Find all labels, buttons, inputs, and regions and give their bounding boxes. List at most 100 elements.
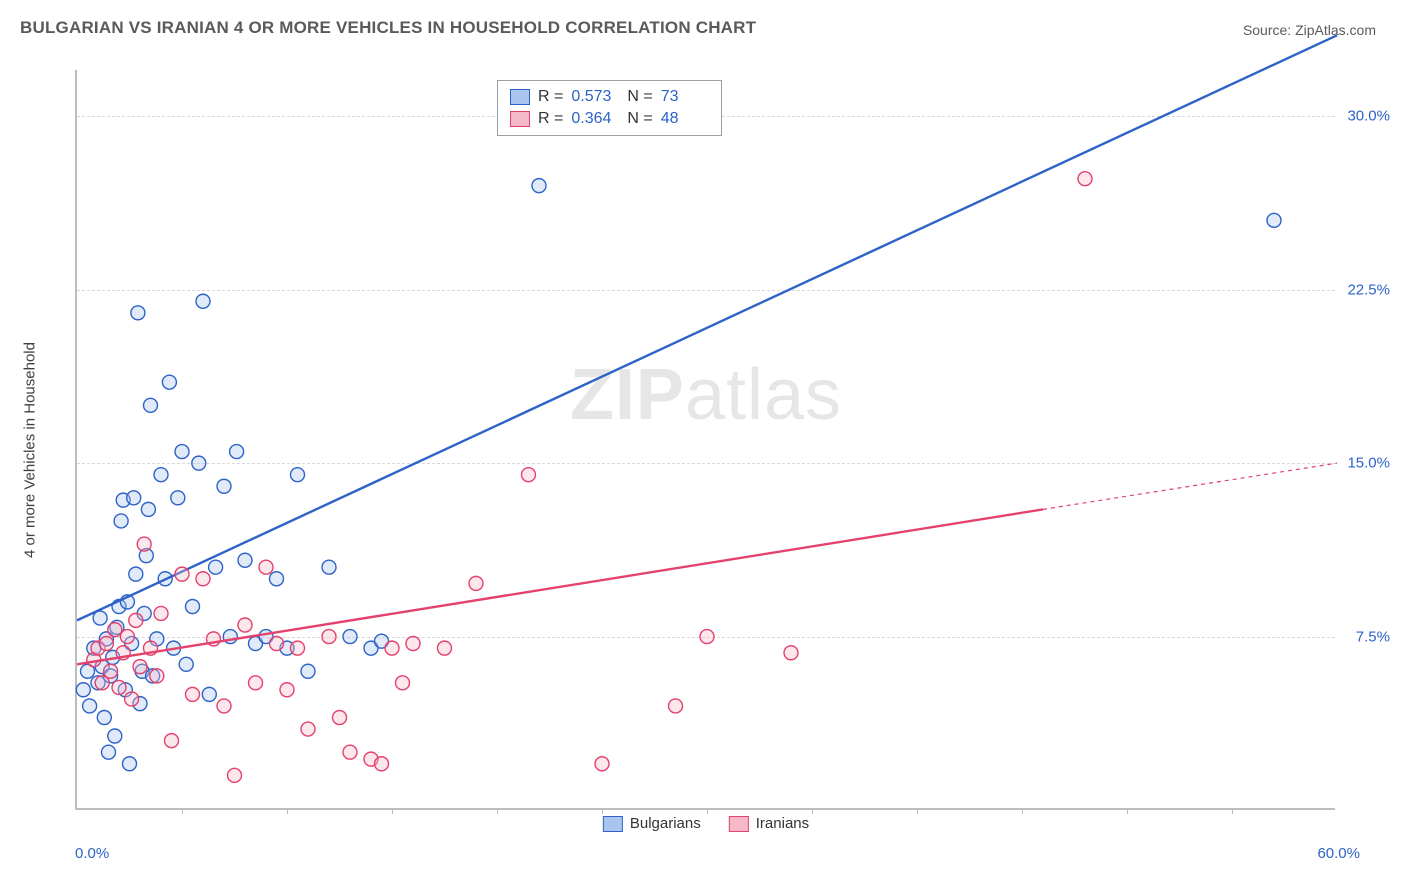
data-point bbox=[76, 683, 90, 697]
data-point bbox=[129, 613, 143, 627]
data-point bbox=[108, 623, 122, 637]
x-axis-start: 0.0% bbox=[75, 845, 109, 862]
series-legend: Bulgarians Iranians bbox=[603, 815, 809, 832]
correlation-chart: 4 or more Vehicles in Household ZIPatlas… bbox=[50, 60, 1370, 840]
data-point bbox=[396, 676, 410, 690]
trend-line-extrapolated bbox=[1043, 463, 1337, 509]
data-point bbox=[196, 572, 210, 586]
data-point bbox=[99, 637, 113, 651]
data-point bbox=[375, 757, 389, 771]
data-point bbox=[230, 445, 244, 459]
data-point bbox=[322, 560, 336, 574]
data-point bbox=[150, 669, 164, 683]
data-point bbox=[83, 699, 97, 713]
data-point bbox=[154, 606, 168, 620]
n-value-iranians: 48 bbox=[661, 110, 709, 128]
scatter-svg bbox=[77, 70, 1335, 808]
data-point bbox=[469, 576, 483, 590]
data-point bbox=[154, 468, 168, 482]
data-point bbox=[186, 687, 200, 701]
data-point bbox=[438, 641, 452, 655]
r-value-bulgarians: 0.573 bbox=[571, 88, 619, 106]
legend-item-iranians: Iranians bbox=[729, 815, 809, 832]
data-point bbox=[333, 711, 347, 725]
data-point bbox=[322, 630, 336, 644]
data-point bbox=[259, 560, 273, 574]
x-axis-end: 60.0% bbox=[1317, 845, 1360, 862]
x-tick bbox=[812, 808, 813, 814]
data-point bbox=[385, 641, 399, 655]
data-point bbox=[595, 757, 609, 771]
swatch-bulgarians bbox=[603, 816, 623, 832]
swatch-bulgarians bbox=[510, 89, 530, 105]
page-title: BULGARIAN VS IRANIAN 4 OR MORE VEHICLES … bbox=[20, 18, 756, 38]
x-tick bbox=[707, 808, 708, 814]
data-point bbox=[249, 676, 263, 690]
x-tick bbox=[917, 808, 918, 814]
data-point bbox=[669, 699, 683, 713]
data-point bbox=[141, 502, 155, 516]
x-tick bbox=[1022, 808, 1023, 814]
data-point bbox=[700, 630, 714, 644]
data-point bbox=[270, 637, 284, 651]
data-point bbox=[186, 600, 200, 614]
data-point bbox=[228, 768, 242, 782]
data-point bbox=[175, 445, 189, 459]
data-point bbox=[144, 398, 158, 412]
data-point bbox=[522, 468, 536, 482]
legend-row-iranians: R = 0.364 N = 48 bbox=[510, 108, 709, 130]
data-point bbox=[270, 572, 284, 586]
data-point bbox=[114, 514, 128, 528]
legend-label: Iranians bbox=[756, 815, 809, 832]
y-axis-label: 4 or more Vehicles in Household bbox=[22, 342, 39, 558]
data-point bbox=[120, 630, 134, 644]
data-point bbox=[343, 630, 357, 644]
data-point bbox=[123, 757, 137, 771]
y-tick-label: 15.0% bbox=[1347, 455, 1390, 472]
data-point bbox=[291, 468, 305, 482]
x-tick bbox=[1232, 808, 1233, 814]
data-point bbox=[133, 660, 147, 674]
x-tick bbox=[392, 808, 393, 814]
source-label: Source: ZipAtlas.com bbox=[1243, 22, 1376, 38]
data-point bbox=[125, 692, 139, 706]
data-point bbox=[784, 646, 798, 660]
data-point bbox=[165, 734, 179, 748]
data-point bbox=[192, 456, 206, 470]
legend-row-bulgarians: R = 0.573 N = 73 bbox=[510, 86, 709, 108]
data-point bbox=[202, 687, 216, 701]
data-point bbox=[129, 567, 143, 581]
x-tick bbox=[602, 808, 603, 814]
data-point bbox=[137, 537, 151, 551]
trend-line bbox=[77, 509, 1043, 664]
data-point bbox=[343, 745, 357, 759]
data-point bbox=[217, 479, 231, 493]
data-point bbox=[131, 306, 145, 320]
legend-item-bulgarians: Bulgarians bbox=[603, 815, 701, 832]
data-point bbox=[291, 641, 305, 655]
data-point bbox=[196, 294, 210, 308]
data-point bbox=[532, 179, 546, 193]
r-value-iranians: 0.364 bbox=[571, 110, 619, 128]
data-point bbox=[179, 657, 193, 671]
data-point bbox=[108, 729, 122, 743]
y-tick-label: 7.5% bbox=[1356, 628, 1390, 645]
swatch-iranians bbox=[729, 816, 749, 832]
data-point bbox=[301, 664, 315, 678]
data-point bbox=[1267, 213, 1281, 227]
data-point bbox=[171, 491, 185, 505]
data-point bbox=[104, 664, 118, 678]
legend-label: Bulgarians bbox=[630, 815, 701, 832]
data-point bbox=[175, 567, 189, 581]
y-tick-label: 22.5% bbox=[1347, 281, 1390, 298]
x-tick bbox=[1127, 808, 1128, 814]
y-tick-label: 30.0% bbox=[1347, 108, 1390, 125]
data-point bbox=[217, 699, 231, 713]
data-point bbox=[102, 745, 116, 759]
data-point bbox=[209, 560, 223, 574]
data-point bbox=[406, 637, 420, 651]
plot-area: ZIPatlas 7.5%15.0%22.5%30.0% R = 0.573 N… bbox=[75, 70, 1335, 810]
data-point bbox=[301, 722, 315, 736]
correlation-legend: R = 0.573 N = 73 R = 0.364 N = 48 bbox=[497, 80, 722, 136]
data-point bbox=[238, 553, 252, 567]
